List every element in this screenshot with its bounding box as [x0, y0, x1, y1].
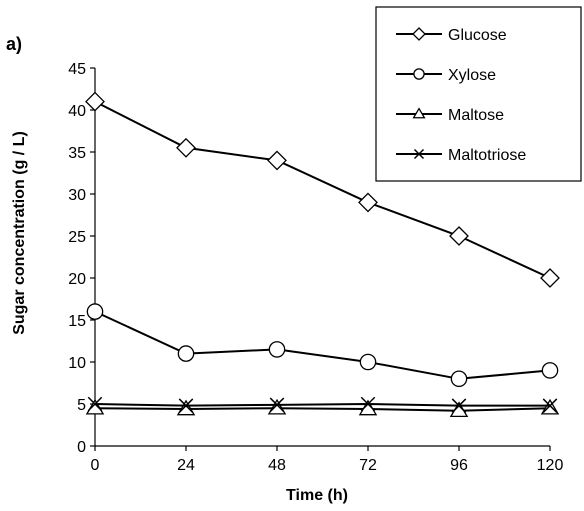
- y-tick-label: 5: [77, 397, 86, 414]
- y-tick-label: 0: [77, 439, 86, 456]
- data-point: [359, 353, 377, 371]
- series-line: [94, 100, 551, 279]
- series-glucose: [85, 91, 560, 288]
- x-tick-label: 48: [268, 457, 286, 474]
- x-marker-stroke: [269, 397, 285, 413]
- data-point: [85, 398, 105, 415]
- data-point: [178, 398, 194, 413]
- data-point: [541, 362, 559, 379]
- x-tick-label: 96: [450, 457, 468, 474]
- legend-entry-glucose: Glucose: [448, 27, 507, 44]
- series-xylose: [86, 303, 559, 388]
- legend-entry-xylose: Xylose: [448, 67, 496, 84]
- data-point: [176, 399, 196, 416]
- x-marker: [413, 148, 425, 160]
- y-tick-label: 30: [68, 187, 86, 204]
- series-line: [94, 310, 551, 380]
- legend-box: [375, 6, 582, 182]
- y-tick-label: 25: [68, 229, 86, 246]
- x-tick-label: 120: [537, 457, 564, 474]
- circle-marker: [413, 68, 425, 80]
- legend: Glucose Xylose Maltose Maltotriose: [375, 6, 582, 182]
- legend-entry-maltose: Maltose: [448, 107, 504, 124]
- diamond-marker: [412, 27, 426, 41]
- data-point: [267, 398, 287, 415]
- panel-label: a): [6, 34, 22, 54]
- y-tick-label: 40: [68, 103, 86, 120]
- x-marker-stroke: [87, 396, 103, 412]
- data-point: [267, 150, 287, 171]
- data-point: [177, 345, 195, 362]
- x-marker-stroke: [178, 398, 194, 413]
- data-point: [86, 303, 104, 320]
- series-maltotriose: [87, 396, 558, 413]
- data-point: [449, 226, 469, 246]
- y-tick-label: 45: [68, 61, 86, 78]
- x-tick-label: 24: [177, 457, 195, 474]
- x-marker-stroke: [360, 396, 376, 412]
- series-maltose: [85, 398, 560, 418]
- legend-entry-maltotriose: Maltotriose: [448, 147, 526, 164]
- y-tick-label: 20: [68, 271, 86, 288]
- data-point: [269, 397, 285, 413]
- y-tick-label: 35: [68, 145, 86, 162]
- y-tick-label: 15: [68, 313, 86, 330]
- data-point: [540, 268, 560, 288]
- data-point: [360, 396, 376, 412]
- x-marker-stroke: [451, 398, 467, 413]
- y-axis-label: Sugar concentration (g / L): [11, 131, 28, 335]
- data-point: [358, 192, 378, 213]
- data-point: [176, 137, 196, 158]
- series-layer: [85, 91, 560, 418]
- data-point: [542, 398, 558, 413]
- data-point: [451, 398, 467, 413]
- x-tick-label: 72: [359, 457, 377, 474]
- x-marker-stroke: [542, 398, 558, 413]
- data-point: [450, 370, 468, 388]
- x-marker-stroke: [413, 148, 425, 160]
- axes: 0 5 10 15 20 25 30 35 40 45 0 24 48 72 96 120: [68, 61, 563, 474]
- y-tick-label: 10: [68, 355, 86, 372]
- data-point: [268, 341, 286, 358]
- series-line: [94, 407, 551, 412]
- data-point: [85, 91, 105, 112]
- data-point: [87, 396, 103, 412]
- triangle-marker: [412, 107, 426, 119]
- series-line: [94, 402, 550, 407]
- x-axis-label: Time (h): [286, 487, 348, 504]
- x-tick-label: 0: [91, 457, 100, 474]
